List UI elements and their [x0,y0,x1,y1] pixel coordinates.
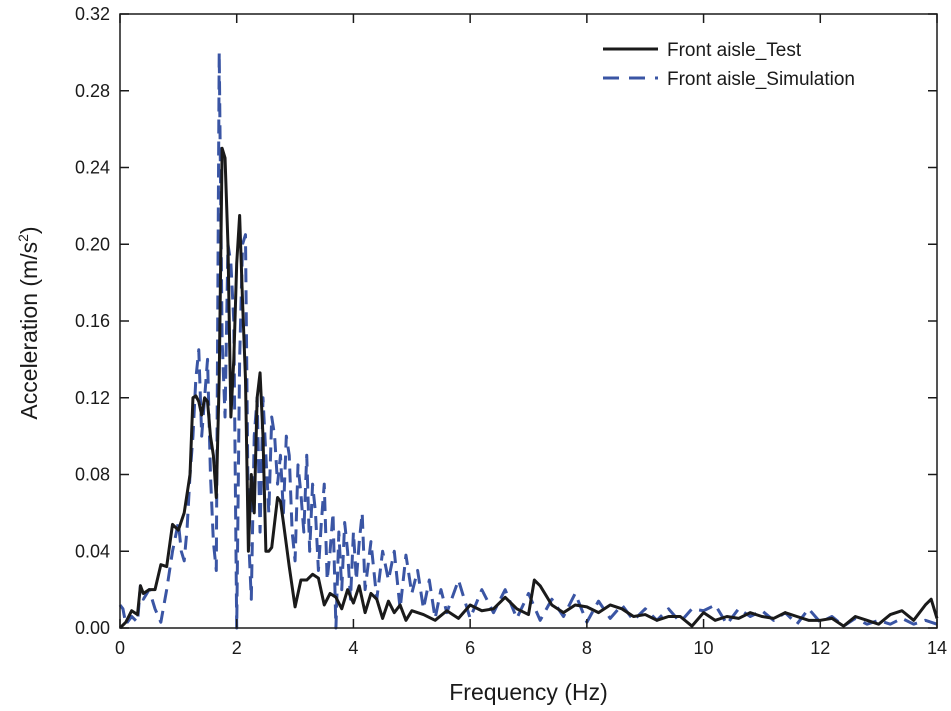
x-tick-label: 12 [810,638,830,658]
y-tick-label: 0.12 [75,388,110,408]
y-tick-label: 0.32 [75,4,110,24]
x-tick-label: 8 [582,638,592,658]
y-tick-label: 0.04 [75,541,110,561]
y-tick-label: 0.24 [75,158,110,178]
legend: Front aisle_Test Front aisle_Simulation [603,40,855,90]
y-axis-ticks: 0.00 0.04 0.08 0.12 0.16 0.20 0.24 0.28 0.32 [75,4,937,638]
y-tick-label: 0.28 [75,81,110,101]
y-tick-label: 0.20 [75,234,110,254]
legend-label-simulation: Front aisle_Simulation [667,69,855,90]
y-tick-label: 0.00 [75,618,110,638]
series-line-test [118,146,939,630]
x-axis-ticks: 0 2 4 6 8 10 12 14 [115,14,947,658]
y-axis-title-main: Acceleration (m/s [16,242,42,420]
x-tick-label: 10 [694,638,714,658]
y-axis-title: Acceleration (m/s2) [15,226,42,419]
y-tick-label: 0.08 [75,465,110,485]
x-tick-label: 2 [232,638,242,658]
y-axis-title-superscript: 2 [15,234,31,242]
y-tick-label: 0.16 [75,311,110,331]
x-tick-label: 4 [348,638,358,658]
x-tick-label: 0 [115,638,125,658]
x-tick-label: 14 [927,638,947,658]
legend-label-test: Front aisle_Test [667,40,802,61]
x-axis-title: Frequency (Hz) [449,679,607,705]
x-tick-label: 6 [465,638,475,658]
plot-lines [118,50,939,630]
y-axis-title-tail: ) [16,226,42,234]
series-line-simulation [118,50,938,630]
